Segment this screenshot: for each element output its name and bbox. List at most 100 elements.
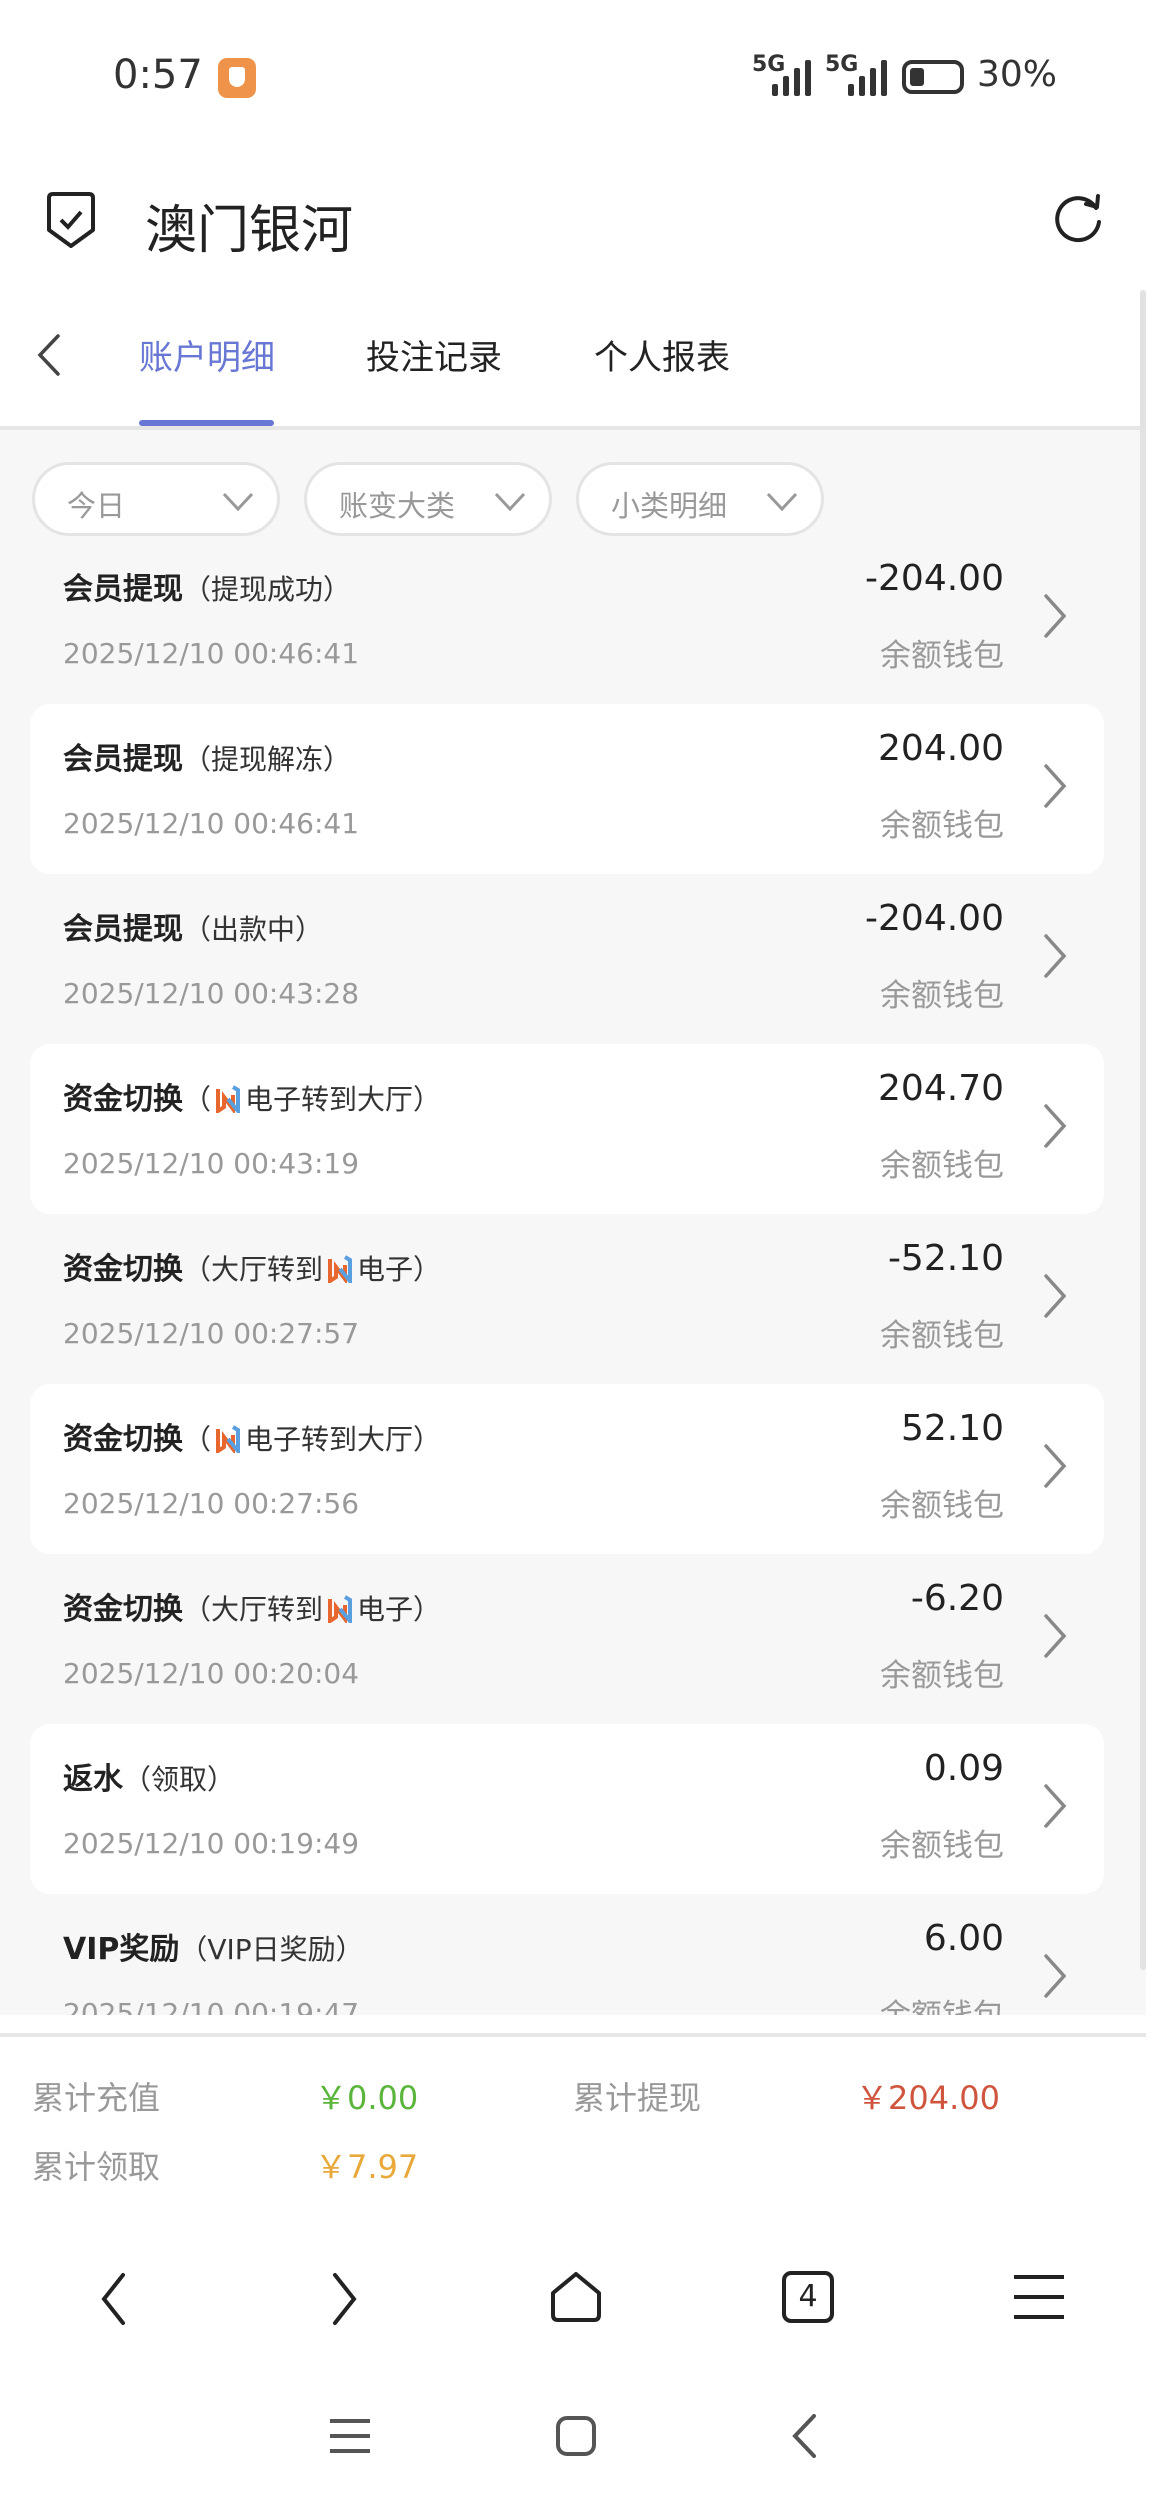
wallet-label: 余额钱包 xyxy=(880,1148,1004,1184)
transaction-date: 2025/12/10 00:19:47 xyxy=(63,1997,360,2015)
system-navigation-bar xyxy=(0,2373,1156,2510)
filter-date[interactable]: 今日 xyxy=(32,462,280,536)
transaction-amount: 204.00 xyxy=(878,728,1004,769)
electronic-game-logo-icon xyxy=(328,1255,353,1283)
transaction-amount: -6.20 xyxy=(910,1578,1004,1619)
transaction-detail: （提现成功） xyxy=(183,573,352,606)
transaction-date: 2025/12/10 00:43:28 xyxy=(63,977,360,1010)
transaction-row[interactable]: VIP奖励（VIP日奖励） 2025/12/10 00:19:47 6.00 余额钱包 xyxy=(30,1894,1104,2015)
chevron-right-icon[interactable] xyxy=(1042,1102,1068,1150)
electronic-game-logo-icon xyxy=(328,1595,353,1623)
battery-icon xyxy=(902,60,964,94)
total-recharge-value: ￥0.00 xyxy=(315,2079,419,2117)
transaction-title: 会员提现（提现成功） xyxy=(63,564,351,608)
tab-account-details[interactable]: 账户明细 xyxy=(139,338,275,378)
transaction-detail-suffix: 电子转到大厅） xyxy=(245,1423,442,1456)
app-title: 澳门银河 xyxy=(145,201,354,261)
chevron-right-icon[interactable] xyxy=(1042,1442,1068,1490)
transaction-date: 2025/12/10 00:27:56 xyxy=(63,1487,360,1520)
transaction-row[interactable]: 资金切换（大厅转到 电子） 2025/12/10 00:20:04 -6.20 余额钱包 xyxy=(30,1554,1104,1724)
electronic-game-logo-icon xyxy=(216,1425,241,1453)
chevron-down-icon xyxy=(766,492,798,512)
transaction-row[interactable]: 会员提现（出款中） 2025/12/10 00:43:28 -204.00 余额钱包 xyxy=(30,874,1104,1044)
transaction-row[interactable]: 会员提现（提现解冻） 2025/12/10 00:46:41 204.00 余额钱包 xyxy=(30,704,1104,874)
transaction-type: 返水 xyxy=(63,1762,123,1797)
transaction-title: 资金切换（大厅转到 电子） xyxy=(63,1244,441,1288)
filter-subcategory[interactable]: 小类明细 xyxy=(576,462,824,536)
transaction-detail: （大厅转到 xyxy=(183,1593,324,1626)
chevron-right-icon[interactable] xyxy=(1042,592,1068,640)
transaction-row[interactable]: 会员提现（提现成功） 2025/12/10 00:46:41 -204.00 余额钱包 xyxy=(30,545,1104,704)
transaction-date: 2025/12/10 00:46:41 xyxy=(63,637,360,670)
tab-bar: 账户明细 投注记录 个人报表 xyxy=(0,290,1146,430)
wallet-label: 余额钱包 xyxy=(880,1318,1004,1354)
transaction-date: 2025/12/10 00:20:04 xyxy=(63,1657,360,1690)
transaction-detail: （ xyxy=(183,1083,212,1116)
transaction-type: 会员提现 xyxy=(63,572,183,607)
browser-menu-icon[interactable] xyxy=(1012,2273,1066,2321)
transaction-date: 2025/12/10 00:27:57 xyxy=(63,1317,360,1350)
system-home-icon[interactable] xyxy=(555,2415,597,2457)
total-claim-label: 累计领取 xyxy=(32,2148,161,2186)
transaction-type: 会员提现 xyxy=(63,742,183,777)
transaction-type: 资金切换 xyxy=(63,1592,183,1627)
browser-tabs-button[interactable]: 4 xyxy=(782,2271,834,2323)
recent-apps-icon[interactable] xyxy=(328,2417,372,2455)
transaction-row[interactable]: 资金切换（ 电子转到大厅） 2025/12/10 00:27:56 52.10 余额钱包 xyxy=(30,1384,1104,1554)
signal-icon-1 xyxy=(772,58,811,96)
security-app-icon xyxy=(218,58,256,98)
transaction-type: 会员提现 xyxy=(63,912,183,947)
wallet-label: 余额钱包 xyxy=(880,808,1004,844)
browser-forward-icon[interactable] xyxy=(330,2271,360,2327)
tab-personal-report[interactable]: 个人报表 xyxy=(594,338,730,378)
total-claim-value: ￥7.97 xyxy=(315,2148,419,2186)
chevron-right-icon[interactable] xyxy=(1042,762,1068,810)
status-bar: 0:57 5G 5G 30% xyxy=(0,0,1156,150)
transaction-amount: -52.10 xyxy=(887,1238,1004,1279)
transaction-title: 会员提现（提现解冻） xyxy=(63,734,351,778)
chevron-down-icon xyxy=(222,492,254,512)
battery-percent: 30% xyxy=(977,54,1058,95)
transaction-title: 资金切换（大厅转到 电子） xyxy=(63,1584,441,1628)
filter-category[interactable]: 账变大类 xyxy=(304,462,552,536)
transaction-row[interactable]: 资金切换（大厅转到 电子） 2025/12/10 00:27:57 -52.10 余额钱… xyxy=(30,1214,1104,1384)
transaction-row[interactable]: 返水（领取） 2025/12/10 00:19:49 0.09 余额钱包 xyxy=(30,1724,1104,1894)
scrollbar[interactable] xyxy=(1140,290,1146,1970)
transaction-type: 资金切换 xyxy=(63,1422,183,1457)
transaction-title: 会员提现（出款中） xyxy=(63,904,323,948)
browser-toolbar: 4 xyxy=(0,2223,1156,2373)
chevron-right-icon[interactable] xyxy=(1042,1782,1068,1830)
status-time: 0:57 xyxy=(113,52,203,98)
electronic-game-logo-icon xyxy=(216,1085,241,1113)
browser-home-icon[interactable] xyxy=(548,2269,604,2325)
back-chevron-icon[interactable] xyxy=(34,332,64,378)
transaction-detail-suffix: 电子） xyxy=(357,1593,442,1626)
filter-subcategory-label: 小类明细 xyxy=(611,489,728,523)
transaction-amount: 6.00 xyxy=(923,1918,1004,1959)
transaction-list[interactable]: 会员提现（提现成功） 2025/12/10 00:46:41 -204.00 余额钱包… xyxy=(0,545,1146,2015)
chevron-right-icon[interactable] xyxy=(1042,1612,1068,1660)
transaction-detail: （ xyxy=(183,1423,212,1456)
transaction-title: 资金切换（ 电子转到大厅） xyxy=(63,1074,441,1118)
wallet-label: 余额钱包 xyxy=(880,1658,1004,1694)
chevron-right-icon[interactable] xyxy=(1042,1272,1068,1320)
transaction-amount: 52.10 xyxy=(900,1408,1004,1449)
transaction-date: 2025/12/10 00:43:19 xyxy=(63,1147,360,1180)
transaction-amount: -204.00 xyxy=(865,898,1004,939)
system-back-icon[interactable] xyxy=(790,2413,818,2459)
refresh-icon[interactable] xyxy=(1050,190,1106,246)
wallet-label: 余额钱包 xyxy=(880,1990,1004,2015)
transaction-type: VIP奖励 xyxy=(63,1932,180,1967)
wallet-label: 余额钱包 xyxy=(880,1488,1004,1524)
transaction-detail-suffix: 电子） xyxy=(357,1253,442,1286)
transaction-row[interactable]: 资金切换（ 电子转到大厅） 2025/12/10 00:43:19 204.70 余额钱… xyxy=(30,1044,1104,1214)
chevron-right-icon[interactable] xyxy=(1042,1952,1068,2000)
transaction-title: 资金切换（ 电子转到大厅） xyxy=(63,1414,441,1458)
filter-date-label: 今日 xyxy=(67,489,126,523)
chevron-down-icon xyxy=(494,492,526,512)
browser-back-icon[interactable] xyxy=(98,2271,128,2327)
chevron-right-icon[interactable] xyxy=(1042,932,1068,980)
transaction-detail-suffix: 电子转到大厅） xyxy=(245,1083,442,1116)
transaction-detail: （提现解冻） xyxy=(183,743,352,776)
tab-bet-records[interactable]: 投注记录 xyxy=(366,338,502,378)
